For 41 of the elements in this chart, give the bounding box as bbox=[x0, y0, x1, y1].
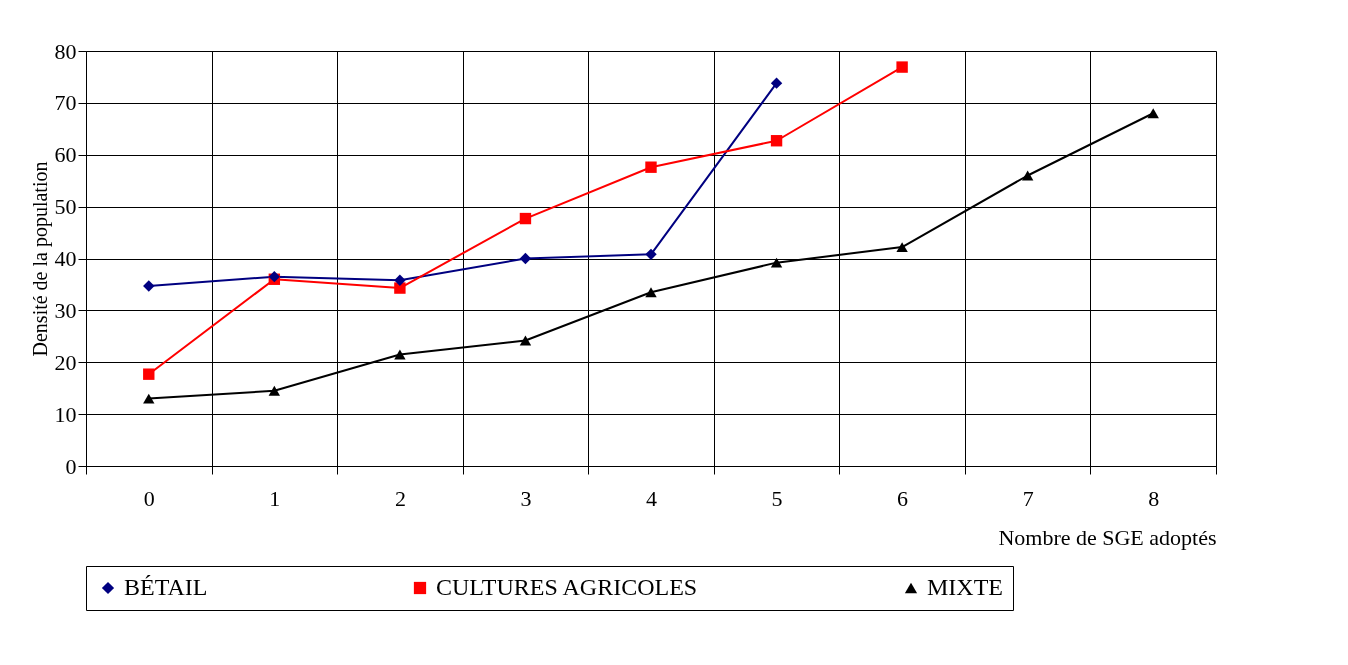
point bbox=[770, 135, 783, 147]
point bbox=[645, 248, 657, 261]
point bbox=[519, 212, 532, 225]
y-axis-title: Densité de la population bbox=[28, 161, 52, 357]
x-tick-label: 4 bbox=[646, 485, 657, 511]
point bbox=[394, 349, 406, 360]
x-tick-label: 3 bbox=[520, 485, 532, 511]
point bbox=[896, 61, 908, 73]
point bbox=[645, 287, 657, 298]
point bbox=[645, 161, 657, 173]
point bbox=[770, 77, 783, 89]
y-tick-label: 20 bbox=[54, 349, 77, 375]
point bbox=[519, 335, 532, 346]
point bbox=[1021, 170, 1034, 181]
x-tick-label: 2 bbox=[394, 485, 406, 511]
y-tick-label: 10 bbox=[54, 401, 77, 427]
point bbox=[268, 385, 281, 396]
point bbox=[394, 274, 406, 286]
y-tick-label: 80 bbox=[54, 38, 77, 64]
y-tick-label: 0 bbox=[65, 453, 77, 479]
y-tick-label: 50 bbox=[54, 194, 77, 220]
x-axis-title: Nombre de SGE adoptés bbox=[998, 524, 1217, 550]
legend-label: MIXTE bbox=[927, 574, 1003, 600]
point bbox=[519, 252, 532, 265]
x-tick-label: 7 bbox=[1022, 485, 1034, 511]
y-tick-label: 70 bbox=[54, 90, 77, 116]
y-tick-label: 30 bbox=[54, 297, 77, 323]
y-tick-label: 40 bbox=[54, 246, 77, 271]
point bbox=[1147, 108, 1159, 119]
point bbox=[896, 242, 908, 253]
point bbox=[143, 280, 155, 292]
point bbox=[143, 368, 155, 380]
legend-label: CULTURES AGRICOLES bbox=[436, 574, 698, 600]
legend-label: BÉTAIL bbox=[124, 574, 208, 600]
x-tick-label: 1 bbox=[269, 485, 281, 511]
x-tick-label: 8 bbox=[1148, 485, 1160, 511]
y-tick-label: 60 bbox=[54, 142, 77, 168]
x-tick-label: 5 bbox=[771, 485, 783, 511]
x-tick-label: 0 bbox=[143, 485, 155, 511]
point bbox=[770, 257, 783, 268]
x-tick-label: 6 bbox=[897, 485, 909, 511]
